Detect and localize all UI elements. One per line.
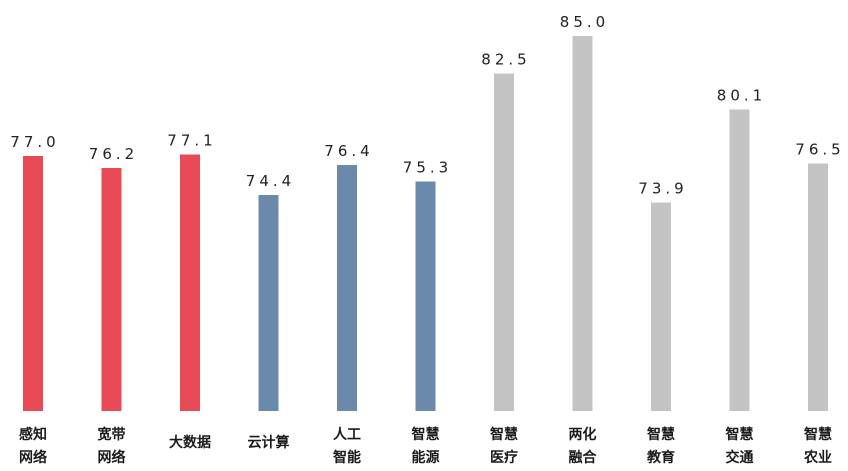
bar-8 bbox=[651, 202, 671, 411]
value-label-7: 85.0 bbox=[560, 13, 609, 31]
value-label-2: 77.1 bbox=[167, 132, 216, 150]
bar-2 bbox=[180, 154, 200, 411]
category-label-10-line-0: 智慧 bbox=[803, 426, 832, 443]
value-label-9: 80.1 bbox=[717, 87, 766, 105]
value-label-3: 74.4 bbox=[246, 172, 295, 190]
value-label-4: 76.4 bbox=[324, 142, 373, 160]
bar-1 bbox=[101, 168, 122, 411]
bar-3 bbox=[258, 195, 279, 411]
value-label-0: 77.0 bbox=[10, 133, 59, 151]
value-label-1: 76.2 bbox=[89, 145, 138, 163]
category-label-5-line-1: 能源 bbox=[412, 449, 440, 466]
category-label-0-line-1: 网络 bbox=[19, 449, 47, 466]
category-label-4-line-1: 智能 bbox=[332, 449, 361, 466]
category-label-8-line-0: 智慧 bbox=[646, 426, 675, 443]
category-label-7-line-1: 融合 bbox=[569, 449, 598, 466]
bar-4 bbox=[337, 165, 357, 411]
bar-0 bbox=[23, 156, 43, 411]
category-label-1-line-0: 宽带 bbox=[98, 426, 126, 443]
category-label-2-line-0: 大数据 bbox=[169, 434, 211, 451]
value-labels-group: 77.0 76.2 77.1 74.4 76.4 75.3 82.5 85.0 73.9 80.1… bbox=[10, 13, 844, 198]
category-label-9-line-1: 交通 bbox=[726, 449, 754, 466]
value-label-8: 73.9 bbox=[638, 180, 687, 198]
category-label-4-line-0: 人工 bbox=[333, 426, 361, 443]
category-label-9-line-0: 智慧 bbox=[725, 426, 754, 443]
category-label-8-line-1: 教育 bbox=[647, 449, 675, 466]
category-label-3-line-0: 云计算 bbox=[248, 434, 290, 451]
category-label-7-line-0: 两化 bbox=[569, 426, 597, 443]
bars-group bbox=[23, 36, 828, 411]
category-label-6-line-0: 智慧 bbox=[489, 426, 518, 443]
bar-6 bbox=[494, 73, 514, 411]
value-label-6: 82.5 bbox=[481, 51, 530, 69]
category-label-0-line-0: 感知 bbox=[19, 426, 47, 443]
value-label-5: 75.3 bbox=[403, 159, 452, 177]
category-label-1-line-1: 网络 bbox=[98, 449, 126, 466]
bar-10 bbox=[808, 163, 828, 411]
bar-7 bbox=[572, 36, 593, 411]
bar-5 bbox=[415, 181, 436, 411]
bar-9 bbox=[729, 109, 750, 411]
category-label-5-line-0: 智慧 bbox=[411, 426, 440, 443]
category-label-6-line-1: 医疗 bbox=[490, 449, 518, 466]
value-label-10: 76.5 bbox=[795, 141, 844, 159]
category-label-10-line-1: 农业 bbox=[803, 449, 832, 466]
